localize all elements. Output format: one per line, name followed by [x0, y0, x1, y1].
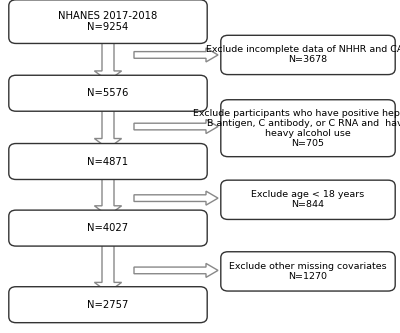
FancyBboxPatch shape	[9, 144, 207, 179]
Polygon shape	[134, 263, 218, 277]
Text: NHANES 2017-2018
N=9254: NHANES 2017-2018 N=9254	[58, 11, 158, 32]
FancyBboxPatch shape	[221, 100, 395, 157]
Polygon shape	[94, 106, 122, 149]
Text: Exclude other missing covariates
N=1270: Exclude other missing covariates N=1270	[229, 262, 387, 281]
Text: N=4871: N=4871	[88, 157, 128, 166]
Polygon shape	[134, 48, 218, 62]
Text: N=2757: N=2757	[87, 300, 129, 310]
FancyBboxPatch shape	[9, 75, 207, 111]
Polygon shape	[94, 240, 122, 292]
FancyBboxPatch shape	[221, 180, 395, 219]
FancyBboxPatch shape	[9, 287, 207, 323]
Text: N=5576: N=5576	[87, 88, 129, 98]
Text: Exclude age < 18 years
N=844: Exclude age < 18 years N=844	[251, 190, 365, 209]
Polygon shape	[134, 191, 218, 205]
Text: Exclude participants who have positive hepatitis
B antigen, C antibody, or C RNA: Exclude participants who have positive h…	[193, 109, 400, 148]
FancyBboxPatch shape	[9, 210, 207, 246]
Text: Exclude incomplete data of NHHR and CAP
N=3678: Exclude incomplete data of NHHR and CAP …	[206, 45, 400, 65]
Polygon shape	[94, 174, 122, 216]
FancyBboxPatch shape	[221, 252, 395, 291]
Polygon shape	[94, 39, 122, 81]
FancyBboxPatch shape	[221, 35, 395, 75]
Text: N=4027: N=4027	[88, 223, 128, 233]
Polygon shape	[134, 120, 218, 134]
FancyBboxPatch shape	[9, 0, 207, 44]
